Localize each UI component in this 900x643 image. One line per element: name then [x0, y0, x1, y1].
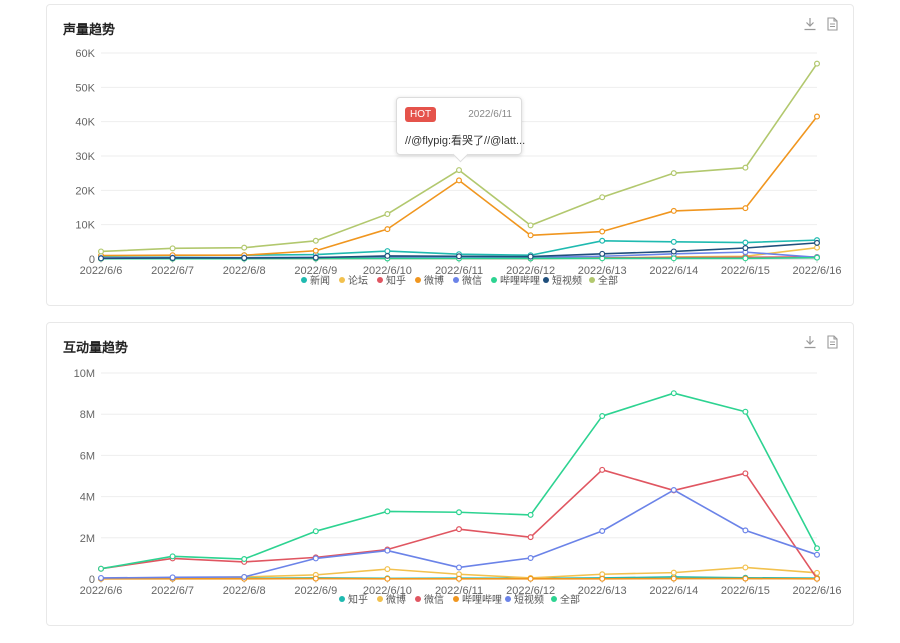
- tooltip-text: //@flypig:看哭了//@latt...: [405, 135, 526, 147]
- data-point: [241, 244, 248, 251]
- volume-trend-title: 声量趋势: [63, 22, 116, 37]
- legend-label: 短视频: [552, 274, 582, 287]
- data-point: [456, 177, 463, 184]
- x-tick-label: 2022/6/13: [578, 265, 627, 277]
- data-point: [813, 244, 820, 251]
- legend-marker: [339, 277, 345, 283]
- legend-marker: [453, 277, 459, 283]
- data-point: [813, 113, 820, 120]
- tooltip-date: 2022/6/11: [468, 109, 512, 120]
- data-point: [384, 252, 391, 259]
- legend-label: 知乎: [386, 274, 406, 287]
- data-point: [670, 207, 677, 214]
- data-point: [813, 239, 820, 246]
- y-tick-label: 30K: [75, 151, 95, 163]
- y-tick-label: 0: [89, 254, 95, 266]
- data-point: [599, 194, 606, 201]
- legend-label: 微信: [462, 274, 482, 287]
- interaction-trend-tools: [803, 335, 839, 349]
- data-point: [97, 248, 104, 255]
- y-tick-label: 50K: [75, 82, 95, 94]
- legend-marker: [543, 277, 549, 283]
- data-point: [599, 237, 606, 244]
- interaction-trend-title: 互动量趋势: [63, 340, 129, 355]
- data-point: [527, 222, 534, 229]
- data-point: [312, 237, 319, 244]
- data-point: [527, 232, 534, 239]
- data-point: [384, 226, 391, 233]
- y-tick-label: 20K: [75, 185, 95, 197]
- x-tick-label: 2022/6/15: [721, 265, 770, 277]
- x-tick-label: 2022/6/11: [435, 265, 483, 277]
- data-point: [742, 255, 749, 262]
- data-point: [312, 254, 319, 261]
- data-point: [742, 245, 749, 252]
- data-point: [670, 238, 677, 245]
- x-tick-label: 2022/6/16: [793, 265, 842, 277]
- document-icon[interactable]: [825, 17, 839, 31]
- data-point: [456, 167, 463, 174]
- y-tick-label: 10K: [75, 220, 95, 232]
- legend-marker: [589, 277, 595, 283]
- data-point: [169, 245, 176, 252]
- x-tick-label: 2022/6/8: [223, 265, 266, 277]
- data-point: [312, 247, 319, 254]
- download-icon[interactable]: [803, 335, 817, 349]
- volume-trend-tools: [803, 17, 839, 31]
- data-point: [527, 253, 534, 260]
- y-tick-label: 60K: [75, 48, 95, 60]
- data-point: [670, 248, 677, 255]
- data-point: [599, 250, 606, 257]
- data-point: [241, 254, 248, 261]
- legend-marker: [415, 277, 421, 283]
- document-icon[interactable]: [825, 335, 839, 349]
- data-point: [742, 239, 749, 246]
- data-point: [169, 254, 176, 261]
- data-point: [742, 205, 749, 212]
- data-point: [813, 254, 820, 261]
- y-tick-label: 40K: [75, 117, 95, 129]
- data-point: [742, 164, 749, 171]
- data-point: [670, 170, 677, 177]
- legend-label: 哔哩哔哩: [500, 274, 540, 287]
- legend-label: 新闻: [310, 274, 330, 287]
- legend-marker: [301, 277, 307, 283]
- x-tick-label: 2022/6/7: [151, 265, 194, 277]
- legend-label: 微博: [424, 274, 444, 287]
- data-point: [97, 255, 104, 262]
- x-tick-label: 2022/6/12: [506, 265, 555, 277]
- hot-badge: HOT: [405, 107, 437, 122]
- x-tick-label: 2022/6/10: [363, 265, 412, 277]
- data-point: [456, 253, 463, 260]
- legend-marker: [491, 277, 497, 283]
- legend-marker: [377, 277, 383, 283]
- legend-label: 全部: [598, 274, 618, 287]
- x-tick-label: 2022/6/6: [80, 265, 123, 277]
- data-point: [670, 255, 677, 262]
- data-point: [384, 211, 391, 218]
- data-point: [384, 248, 391, 255]
- data-point: [599, 228, 606, 235]
- x-tick-label: 2022/6/9: [294, 265, 337, 277]
- legend-label: 论坛: [348, 274, 368, 287]
- data-point: [813, 60, 820, 67]
- chart-tooltip: HOT 2022/6/11 //@flypig:看哭了//@latt...: [396, 97, 526, 155]
- x-tick-label: 2022/6/14: [649, 265, 698, 277]
- download-icon[interactable]: [803, 17, 817, 31]
